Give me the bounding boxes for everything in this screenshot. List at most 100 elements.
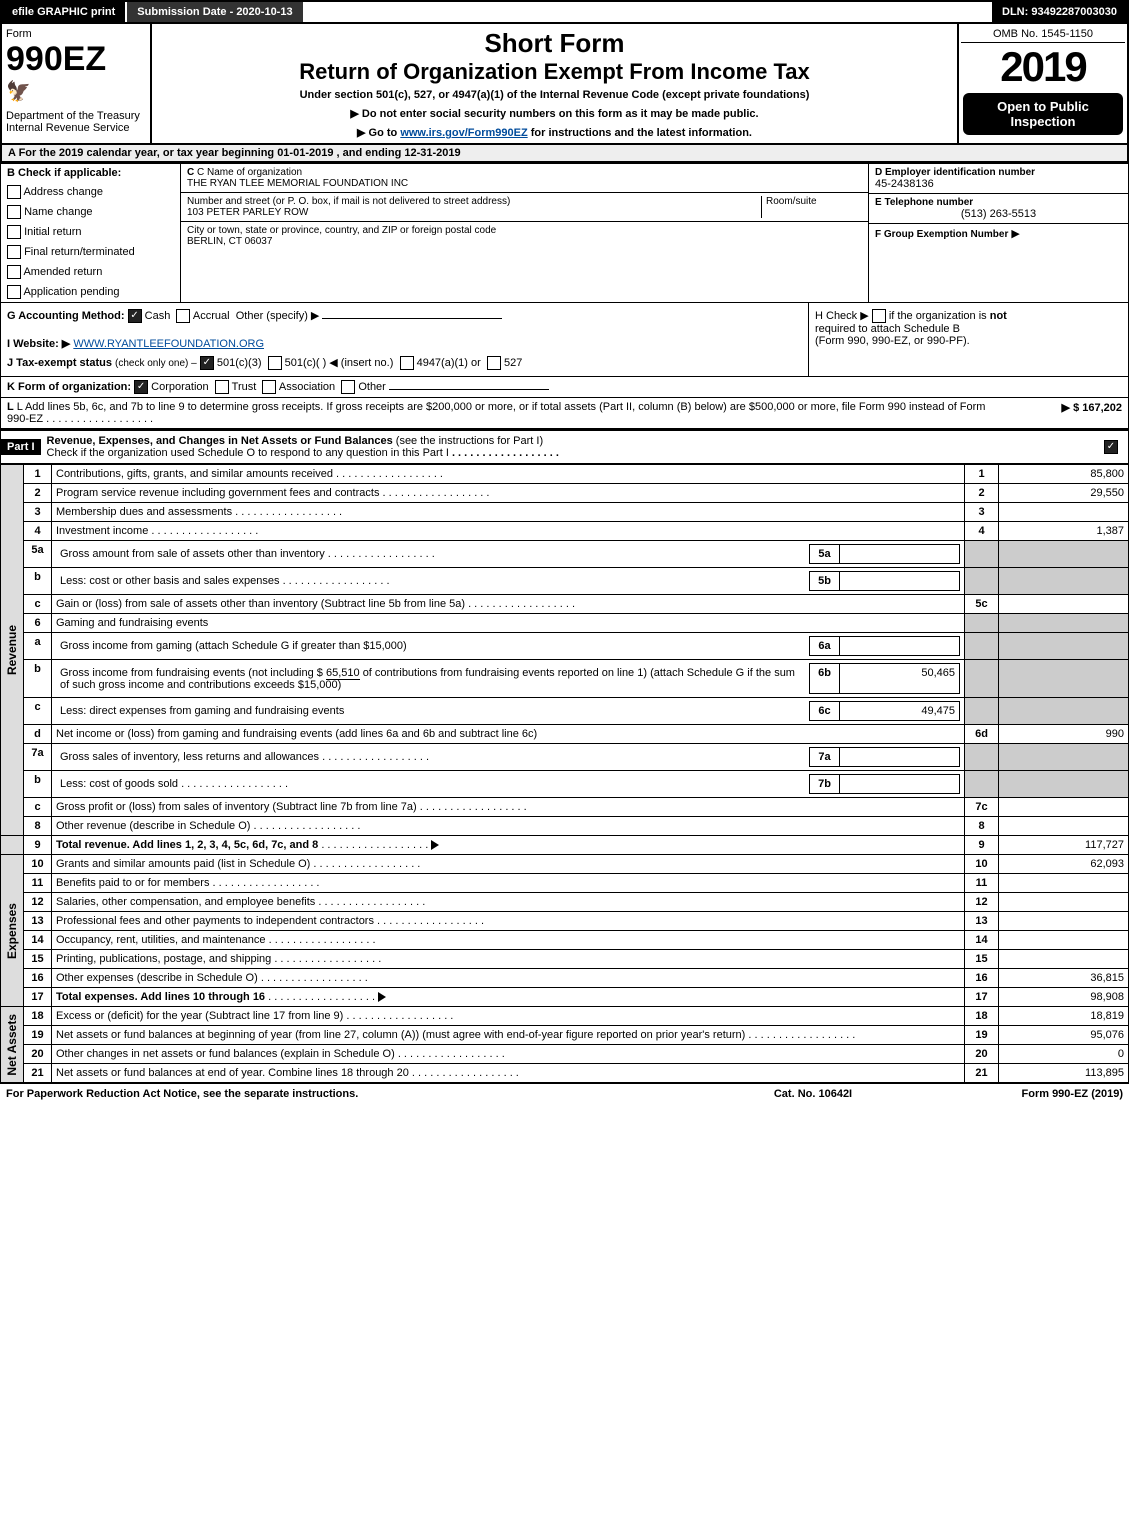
checkbox-h-icon[interactable] — [872, 309, 886, 323]
checkbox-527-icon[interactable] — [487, 356, 501, 370]
line-12-amt — [999, 893, 1129, 912]
line-15-amt — [999, 950, 1129, 969]
line-7a-desc-text: Gross sales of inventory, less returns a… — [60, 751, 319, 763]
line-2-ref: 2 — [965, 484, 999, 503]
dots-icon — [209, 877, 319, 889]
form-number: 990EZ — [6, 40, 146, 79]
box-b-opt-initial[interactable]: Initial return — [1, 222, 180, 242]
line-6c-sub: 6c — [810, 702, 840, 721]
line-7b-desc: Less: cost of goods sold 7b — [52, 771, 965, 798]
box-b-opt-address[interactable]: Address change — [1, 182, 180, 202]
box-b-opt-amended[interactable]: Amended return — [1, 262, 180, 282]
form-word: Form — [6, 28, 146, 40]
line-10-amt: 62,093 — [999, 855, 1129, 874]
box-b-opt-final[interactable]: Final return/terminated — [1, 242, 180, 262]
phone-value: (513) 263-5513 — [875, 208, 1122, 220]
checkbox-icon[interactable] — [7, 185, 21, 199]
checkbox-cash-icon[interactable]: ✓ — [128, 309, 142, 323]
irs-label: Internal Revenue Service — [6, 122, 146, 134]
checkbox-schedo-icon[interactable]: ✓ — [1104, 440, 1118, 454]
line-3-no: 3 — [24, 503, 52, 522]
line-15-desc-text: Printing, publications, postage, and shi… — [56, 953, 271, 965]
box-d: D Employer identification number 45-2438… — [869, 164, 1128, 194]
line-2: 2 Program service revenue including gove… — [1, 484, 1129, 503]
line-2-no: 2 — [24, 484, 52, 503]
j-tail: (check only one) – — [115, 358, 197, 369]
checkbox-4947-icon[interactable] — [400, 356, 414, 370]
checkbox-assoc-icon[interactable] — [262, 380, 276, 394]
footer-form-ref: Form 990-EZ (2019) — [923, 1088, 1123, 1100]
g-other-label: Other (specify) ▶ — [236, 310, 320, 322]
box-b-opt-pending[interactable]: Application pending — [1, 282, 180, 302]
line-12-desc: Salaries, other compensation, and employ… — [52, 893, 965, 912]
checkbox-501c3-icon[interactable]: ✓ — [200, 356, 214, 370]
line-1: Revenue 1 Contributions, gifts, grants, … — [1, 465, 1129, 484]
checkbox-icon[interactable] — [7, 245, 21, 259]
l-text: L L Add lines 5b, 6c, and 7b to line 9 t… — [7, 401, 1002, 425]
org-name-label-text: C Name of organization — [197, 167, 302, 178]
line-7b-sub-amt — [840, 775, 960, 794]
efile-print-button[interactable]: efile GRAPHIC print — [2, 2, 127, 22]
form-header-center: Short Form Return of Organization Exempt… — [152, 24, 957, 143]
dots-icon — [46, 413, 153, 425]
line-6d-ref: 6d — [965, 725, 999, 744]
website-link[interactable]: WWW.RYANTLEEFOUNDATION.ORG — [73, 338, 264, 350]
checkbox-corp-icon[interactable]: ✓ — [134, 380, 148, 394]
line-10-desc: Grants and similar amounts paid (list in… — [52, 855, 965, 874]
checkbox-icon[interactable] — [7, 225, 21, 239]
checkbox-icon[interactable] — [7, 205, 21, 219]
dots-icon — [343, 1010, 453, 1022]
submission-date-label: Submission Date - 2020-10-13 — [127, 2, 302, 22]
checkbox-icon[interactable] — [7, 265, 21, 279]
tax-period-row: A For the 2019 calendar year, or tax yea… — [0, 145, 1129, 163]
checkbox-501c-icon[interactable] — [268, 356, 282, 370]
line-8-desc-text: Other revenue (describe in Schedule O) — [56, 820, 250, 832]
line-11: 11 Benefits paid to or for members 11 — [1, 874, 1129, 893]
line-19-amt: 95,076 — [999, 1026, 1129, 1045]
expenses-rot-text: Expenses — [5, 903, 19, 959]
line-18: Net Assets 18 Excess or (deficit) for th… — [1, 1007, 1129, 1026]
line-2-amt: 29,550 — [999, 484, 1129, 503]
line-6-desc: Gaming and fundraising events — [52, 614, 965, 633]
line-7a-desc: Gross sales of inventory, less returns a… — [52, 744, 965, 771]
line-5b-no: b — [24, 568, 52, 595]
irs-form-link[interactable]: www.irs.gov/Form990EZ — [400, 127, 527, 139]
page-footer: For Paperwork Reduction Act Notice, see … — [0, 1083, 1129, 1104]
netassets-rot-text: Net Assets — [5, 1014, 19, 1076]
line-9-no: 9 — [24, 836, 52, 855]
checkbox-other-icon[interactable] — [341, 380, 355, 394]
box-b-opt-final-label: Final return/terminated — [24, 246, 135, 258]
dots-icon — [258, 972, 368, 984]
line-6d-amt: 990 — [999, 725, 1129, 744]
line-7a-sub: 7a — [810, 748, 840, 767]
dots-icon — [315, 896, 425, 908]
line-16-no: 16 — [24, 969, 52, 988]
k-other-input[interactable] — [389, 389, 549, 390]
line-5a-amt-shade — [999, 541, 1129, 568]
gh-row: G Accounting Method: ✓ Cash Accrual Othe… — [0, 303, 1129, 377]
checkbox-icon[interactable] — [7, 285, 21, 299]
line-5a-sub: 5a — [810, 545, 840, 564]
dots-icon — [395, 1048, 505, 1060]
line-17-desc: Total expenses. Add lines 10 through 16 — [52, 988, 965, 1007]
box-b-opt-name[interactable]: Name change — [1, 202, 180, 222]
part1-schedule-o-check[interactable]: ✓ — [1094, 436, 1128, 458]
line-4-ref: 4 — [965, 522, 999, 541]
under-section-text: Under section 501(c), 527, or 4947(a)(1)… — [156, 89, 953, 101]
checkbox-accrual-icon[interactable] — [176, 309, 190, 323]
dln-label: DLN: 93492287003030 — [992, 2, 1127, 22]
line-3: 3 Membership dues and assessments 3 — [1, 503, 1129, 522]
omb-number: OMB No. 1545-1150 — [961, 26, 1125, 43]
line-13-amt — [999, 912, 1129, 931]
line-6b-ref-shade — [965, 660, 999, 698]
line-10-ref: 10 — [965, 855, 999, 874]
checkbox-trust-icon[interactable] — [215, 380, 229, 394]
line-14-amt — [999, 931, 1129, 950]
line-5b-amt-shade — [999, 568, 1129, 595]
part1-tag: Part I — [1, 439, 41, 455]
line-12-desc-text: Salaries, other compensation, and employ… — [56, 896, 315, 908]
box-c: C C Name of organization THE RYAN TLEE M… — [181, 164, 868, 302]
box-j: J Tax-exempt status (check only one) – ✓… — [7, 356, 802, 370]
line-6b-sub: 6b — [810, 664, 840, 694]
g-other-input[interactable] — [322, 318, 502, 319]
